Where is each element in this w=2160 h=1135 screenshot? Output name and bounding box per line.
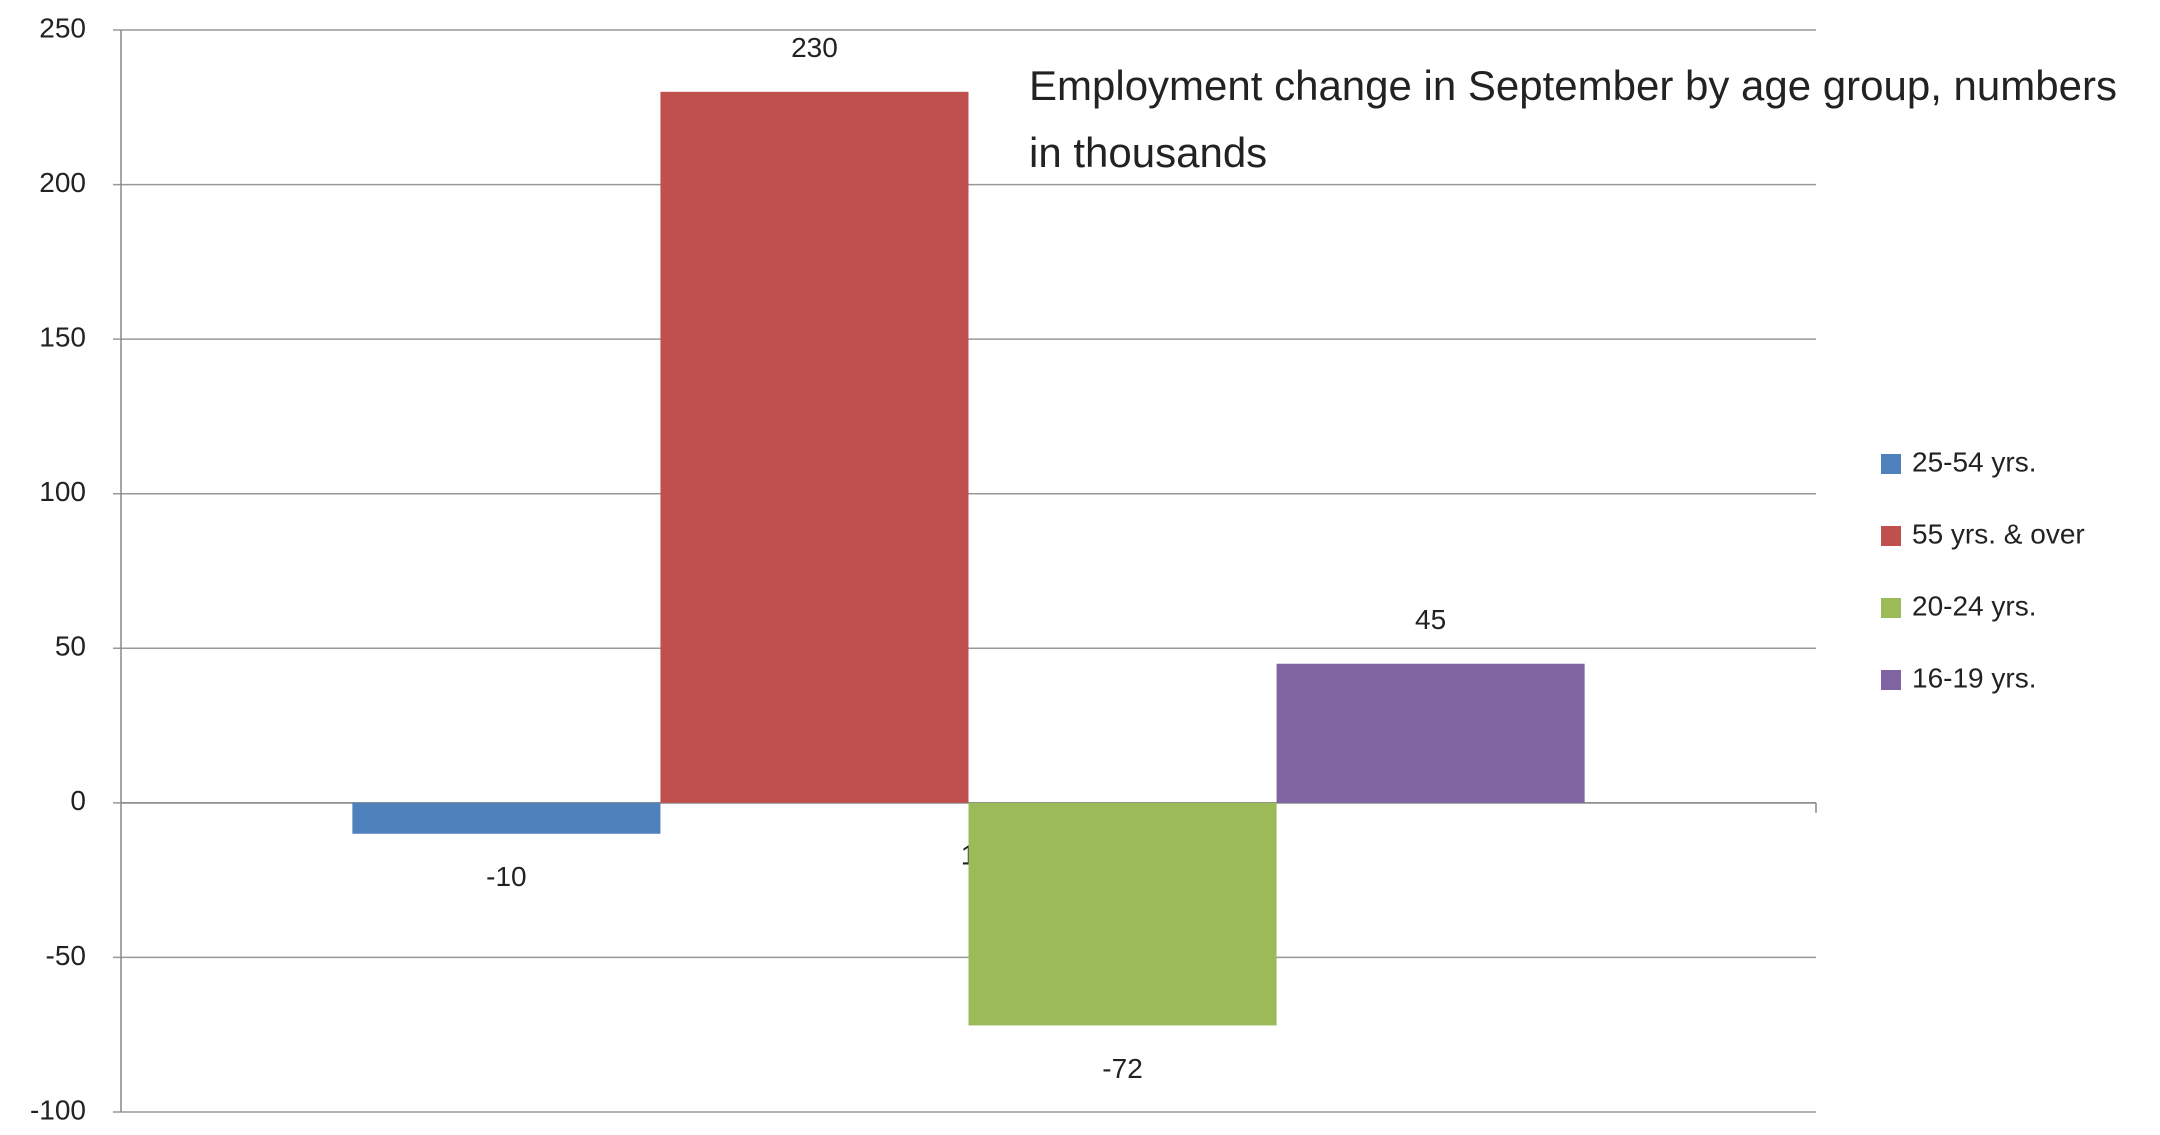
legend-swatch bbox=[1881, 670, 1901, 690]
value-label: -10 bbox=[486, 861, 526, 892]
y-tick-label: 100 bbox=[39, 476, 86, 507]
legend-swatch bbox=[1881, 526, 1901, 546]
legend-swatch bbox=[1881, 598, 1901, 618]
y-tick-label: 200 bbox=[39, 167, 86, 198]
legend-label: 55 yrs. & over bbox=[1912, 518, 2085, 549]
legend-label: 20-24 yrs. bbox=[1912, 590, 2037, 621]
y-tick-label: 150 bbox=[39, 322, 86, 353]
value-label: 45 bbox=[1415, 604, 1446, 635]
legend-label: 16-19 yrs. bbox=[1912, 662, 2037, 693]
bar bbox=[660, 91, 969, 803]
y-tick-label: 50 bbox=[55, 631, 86, 662]
bar bbox=[1276, 663, 1585, 803]
y-tick-label: -100 bbox=[30, 1094, 86, 1125]
legend-label: 25-54 yrs. bbox=[1912, 446, 2037, 477]
bar bbox=[968, 802, 1277, 1026]
value-label: -72 bbox=[1102, 1053, 1142, 1084]
y-tick-label: 250 bbox=[39, 12, 86, 43]
value-label: 230 bbox=[791, 32, 838, 63]
bar bbox=[352, 802, 661, 834]
chart-title: Employment change in September by age gr… bbox=[1029, 62, 2117, 176]
legend-swatch bbox=[1881, 454, 1901, 474]
y-tick-label: -50 bbox=[46, 940, 86, 971]
y-tick-label: 0 bbox=[70, 785, 86, 816]
